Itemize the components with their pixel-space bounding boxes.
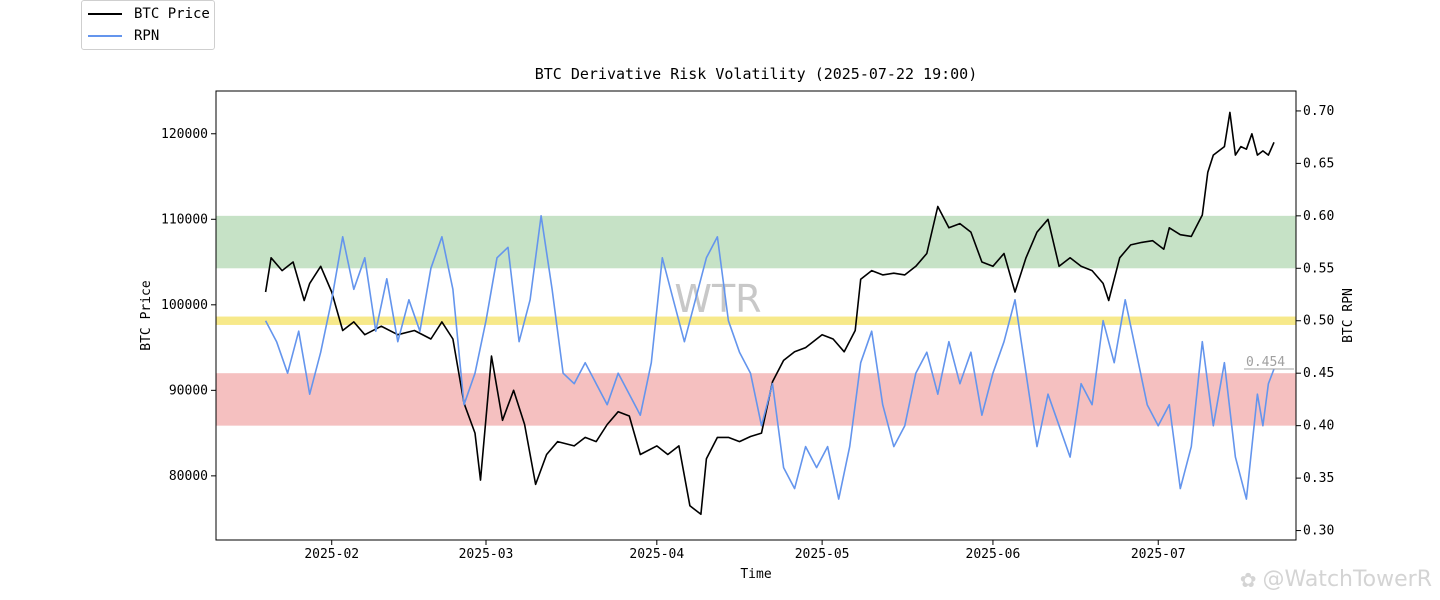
plot-frame: [215, 90, 1297, 541]
legend-swatch-rpn: [88, 35, 122, 37]
x-tick-label-1: 2025-03: [459, 547, 514, 562]
y-right-tick-label-2: 0.40: [1303, 419, 1334, 434]
y-right-tick-label-0: 0.30: [1303, 524, 1334, 539]
x-tick-label-0: 2025-02: [304, 547, 359, 562]
series-line-btc-price: [264, 111, 1275, 516]
x-tick-label-2: 2025-04: [629, 547, 684, 562]
x-axis-label: Time: [740, 567, 771, 582]
y-right-tick-label-6: 0.60: [1303, 209, 1334, 224]
y-right-tick-label-8: 0.70: [1303, 104, 1334, 119]
brand-logo-icon: ✿: [1239, 567, 1257, 592]
brand-watermark: ✿ @WatchTowerR: [1240, 567, 1432, 592]
y-right-tick-label-1: 0.35: [1303, 471, 1334, 486]
legend-swatch-btc: [88, 13, 122, 15]
brand-text: @WatchTowerR: [1262, 567, 1432, 592]
x-tick-label-4: 2025-06: [966, 547, 1021, 562]
x-tick-label-5: 2025-07: [1131, 547, 1186, 562]
y-right-tick-label-3: 0.45: [1303, 366, 1334, 381]
last-rpn-label: 0.454: [1246, 355, 1285, 370]
y-axis-label-left: BTC Price: [139, 280, 154, 351]
y-left-tick-label-0: 80000: [169, 469, 208, 484]
legend-item-btc: BTC Price: [88, 4, 210, 24]
y-left-tick-label-2: 100000: [161, 298, 208, 313]
chart-watermark: WTR: [674, 277, 761, 321]
y-right-tick-label-4: 0.50: [1303, 314, 1334, 329]
y-axis-label-right: BTC RPN: [1341, 288, 1356, 343]
legend-label-rpn: RPN: [134, 28, 160, 44]
legend-label-btc: BTC Price: [134, 6, 210, 22]
y-left-tick-label-3: 110000: [161, 212, 208, 227]
legend: BTC Price RPN: [81, 0, 215, 50]
band-yellow: [216, 316, 1296, 325]
y-right-tick-label-5: 0.55: [1303, 261, 1334, 276]
y-left-tick-label-4: 120000: [161, 127, 208, 142]
y-left-tick-label-1: 90000: [169, 383, 208, 398]
x-tick-label-3: 2025-05: [795, 547, 850, 562]
band-green: [216, 215, 1296, 269]
chart-title: BTC Derivative Risk Volatility (2025-07-…: [535, 65, 978, 83]
y-right-tick-label-7: 0.65: [1303, 156, 1334, 171]
series-line-rpn: [264, 215, 1275, 500]
legend-item-rpn: RPN: [88, 26, 159, 46]
